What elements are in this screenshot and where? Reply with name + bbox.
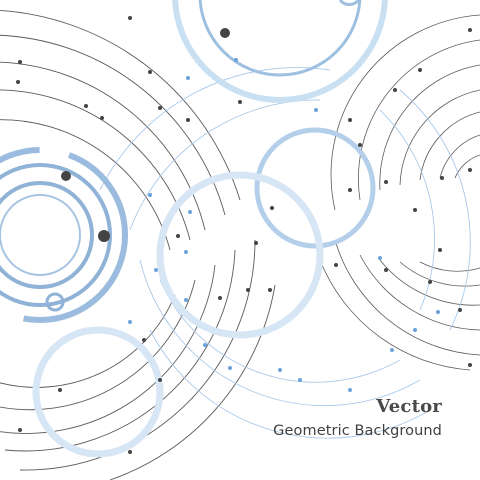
- caption-subtitle: Geometric Background: [273, 423, 442, 439]
- right-arc-cluster: [319, 14, 480, 371]
- caption-title: Vector: [376, 396, 442, 417]
- decorative-rings: [0, 0, 388, 458]
- light-blue-arcs: [99, 67, 471, 439]
- blue-node-dots: [128, 58, 440, 392]
- dark-node-dots: [16, 16, 472, 454]
- left-arc-cluster: [0, 10, 276, 480]
- caption-block: Vector Geometric Background: [273, 398, 442, 439]
